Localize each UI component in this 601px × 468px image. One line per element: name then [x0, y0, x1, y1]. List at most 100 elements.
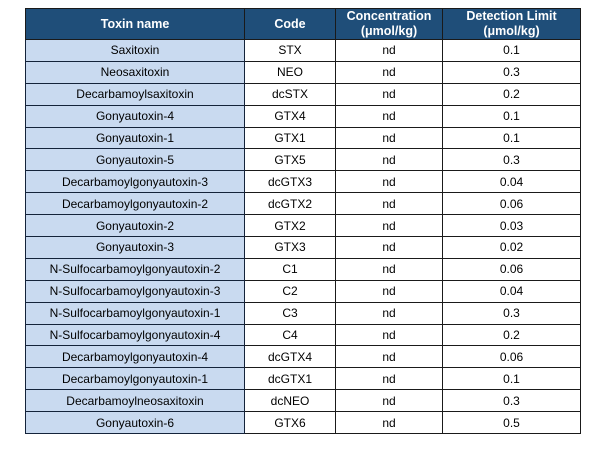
- column-header-detection-limit: Detection Limit (μmol/kg): [442, 8, 581, 40]
- table-header: Toxin name Code Concentration (μmol/kg) …: [25, 8, 581, 40]
- table-row: Gonyautoxin-5 GTX5 nd 0.3: [25, 148, 581, 172]
- toxin-name-cell: N-Sulfocarbamoylgonyautoxin-1: [25, 301, 245, 325]
- table-row: N-Sulfocarbamoylgonyautoxin-1 C3 nd 0.3: [25, 301, 581, 325]
- detection-limit-cell: 0.1: [442, 39, 581, 62]
- code-cell: GTX3: [244, 236, 336, 259]
- table-row: Decarbamoylgonyautoxin-1 dcGTX1 nd 0.1: [25, 367, 581, 391]
- toxin-name-cell: Gonyautoxin-5: [25, 148, 245, 172]
- code-cell: NEO: [244, 60, 336, 84]
- table-row: Neosaxitoxin NEO nd 0.3: [25, 60, 581, 84]
- column-header-toxin-name: Toxin name: [25, 8, 245, 40]
- concentration-cell: nd: [335, 279, 443, 303]
- toxin-name-cell: N-Sulfocarbamoylgonyautoxin-4: [25, 323, 245, 347]
- code-cell: dcGTX2: [244, 192, 336, 216]
- column-header-label: Toxin name: [100, 16, 170, 31]
- concentration-cell: nd: [335, 345, 443, 369]
- detection-limit-cell: 0.04: [442, 279, 581, 303]
- toxin-name-cell: N-Sulfocarbamoylgonyautoxin-2: [25, 257, 245, 281]
- column-header-code: Code: [244, 8, 336, 40]
- code-cell: GTX6: [244, 411, 336, 435]
- detection-limit-cell: 0.3: [442, 60, 581, 84]
- toxin-name-cell: Neosaxitoxin: [25, 60, 245, 84]
- detection-limit-cell: 0.06: [442, 257, 581, 281]
- detection-limit-cell: 0.3: [442, 148, 581, 172]
- table-row: Saxitoxin STX nd 0.1: [25, 39, 581, 62]
- code-cell: STX: [244, 39, 336, 62]
- toxin-name-cell: Decarbamoylgonyautoxin-1: [25, 367, 245, 391]
- detection-limit-cell: 0.3: [442, 301, 581, 325]
- table-row: Gonyautoxin-1 GTX1 nd 0.1: [25, 126, 581, 150]
- toxin-name-cell: Gonyautoxin-3: [25, 236, 245, 259]
- toxin-name-cell: N-Sulfocarbamoylgonyautoxin-3: [25, 279, 245, 303]
- concentration-cell: nd: [335, 60, 443, 84]
- column-header-unit: (μmol/kg): [483, 24, 540, 38]
- table-body: Saxitoxin STX nd 0.1 Neosaxitoxin NEO nd…: [25, 39, 581, 435]
- table-row: Decarbamoylgonyautoxin-4 dcGTX4 nd 0.06: [25, 345, 581, 369]
- detection-limit-cell: 0.03: [442, 214, 581, 238]
- table-row: Gonyautoxin-4 GTX4 nd 0.1: [25, 104, 581, 128]
- concentration-cell: nd: [335, 257, 443, 281]
- code-cell: C1: [244, 257, 336, 281]
- concentration-cell: nd: [335, 39, 443, 62]
- detection-limit-cell: 0.1: [442, 367, 581, 391]
- table-row: Gonyautoxin-3 GTX3 nd 0.02: [25, 236, 581, 259]
- toxin-name-cell: Gonyautoxin-1: [25, 126, 245, 150]
- code-cell: GTX1: [244, 126, 336, 150]
- toxin-table-wrap: Toxin name Code Concentration (μmol/kg) …: [25, 8, 581, 435]
- toxin-name-cell: Decarbamoylgonyautoxin-4: [25, 345, 245, 369]
- concentration-cell: nd: [335, 411, 443, 435]
- table-row: N-Sulfocarbamoylgonyautoxin-2 C1 nd 0.06: [25, 257, 581, 281]
- code-cell: GTX5: [244, 148, 336, 172]
- detection-limit-cell: 0.06: [442, 345, 581, 369]
- toxin-table: Toxin name Code Concentration (μmol/kg) …: [25, 8, 581, 435]
- concentration-cell: nd: [335, 148, 443, 172]
- code-cell: dcSTX: [244, 82, 336, 106]
- column-header-concentration: Concentration (μmol/kg): [335, 8, 443, 40]
- concentration-cell: nd: [335, 82, 443, 106]
- code-cell: dcGTX3: [244, 170, 336, 194]
- toxin-name-cell: Gonyautoxin-6: [25, 411, 245, 435]
- code-cell: dcGTX4: [244, 345, 336, 369]
- column-header-label: Concentration: [346, 9, 432, 24]
- table-row: N-Sulfocarbamoylgonyautoxin-3 C2 nd 0.04: [25, 279, 581, 303]
- detection-limit-cell: 0.1: [442, 126, 581, 150]
- code-cell: C3: [244, 301, 336, 325]
- code-cell: GTX4: [244, 104, 336, 128]
- concentration-cell: nd: [335, 214, 443, 238]
- concentration-cell: nd: [335, 367, 443, 391]
- code-cell: C2: [244, 279, 336, 303]
- code-cell: GTX2: [244, 214, 336, 238]
- column-header-label: Code: [274, 16, 306, 31]
- toxin-name-cell: Decarbamoylneosaxitoxin: [25, 389, 245, 413]
- detection-limit-cell: 0.06: [442, 192, 581, 216]
- table-row: N-Sulfocarbamoylgonyautoxin-4 C4 nd 0.2: [25, 323, 581, 347]
- toxin-name-cell: Gonyautoxin-2: [25, 214, 245, 238]
- table-row: Decarbamoylneosaxitoxin dcNEO nd 0.3: [25, 389, 581, 413]
- detection-limit-cell: 0.2: [442, 323, 581, 347]
- detection-limit-cell: 0.2: [442, 82, 581, 106]
- concentration-cell: nd: [335, 301, 443, 325]
- code-cell: dcNEO: [244, 389, 336, 413]
- column-header-unit: (μmol/kg): [360, 24, 418, 38]
- toxin-name-cell: Gonyautoxin-4: [25, 104, 245, 128]
- table-row: Decarbamoylsaxitoxin dcSTX nd 0.2: [25, 82, 581, 106]
- table-row: Gonyautoxin-2 GTX2 nd 0.03: [25, 214, 581, 238]
- toxin-name-cell: Saxitoxin: [25, 39, 245, 62]
- detection-limit-cell: 0.02: [442, 236, 581, 259]
- code-cell: C4: [244, 323, 336, 347]
- code-cell: dcGTX1: [244, 367, 336, 391]
- concentration-cell: nd: [335, 236, 443, 259]
- concentration-cell: nd: [335, 323, 443, 347]
- detection-limit-cell: 0.3: [442, 389, 581, 413]
- table-row: Decarbamoylgonyautoxin-2 dcGTX2 nd 0.06: [25, 192, 581, 216]
- concentration-cell: nd: [335, 389, 443, 413]
- detection-limit-cell: 0.5: [442, 411, 581, 435]
- column-header-label: Detection Limit: [466, 9, 557, 24]
- concentration-cell: nd: [335, 170, 443, 194]
- header-row: Toxin name Code Concentration (μmol/kg) …: [25, 8, 581, 40]
- concentration-cell: nd: [335, 192, 443, 216]
- concentration-cell: nd: [335, 126, 443, 150]
- toxin-name-cell: Decarbamoylgonyautoxin-2: [25, 192, 245, 216]
- detection-limit-cell: 0.04: [442, 170, 581, 194]
